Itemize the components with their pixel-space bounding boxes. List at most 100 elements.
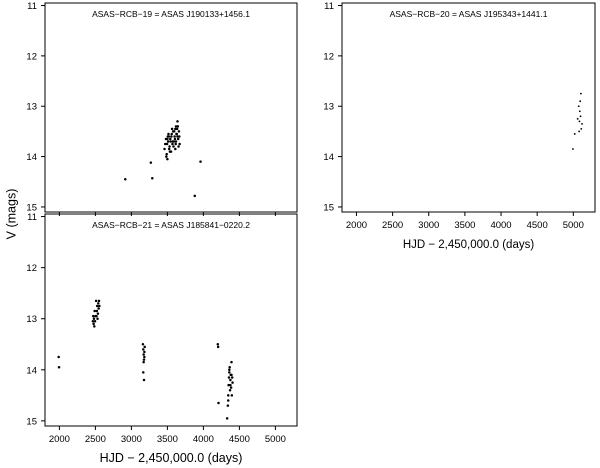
data-point bbox=[97, 307, 100, 310]
data-point bbox=[93, 325, 96, 328]
x-tick-label: 2500 bbox=[382, 220, 403, 231]
data-point bbox=[151, 177, 154, 180]
y-tick-label: 11 bbox=[27, 1, 37, 12]
data-point bbox=[142, 360, 145, 364]
data-point bbox=[143, 345, 146, 349]
panel-title: ASAS−RCB−21 = ASAS J185841−0220.2 bbox=[92, 220, 250, 230]
x-tick-label: 4500 bbox=[229, 434, 250, 445]
data-point bbox=[176, 125, 180, 128]
data-point bbox=[57, 366, 61, 369]
data-point bbox=[228, 368, 231, 372]
data-point bbox=[170, 127, 174, 131]
data-point bbox=[91, 320, 95, 323]
data-point bbox=[141, 343, 145, 346]
data-point bbox=[228, 371, 231, 374]
x-axis: 2000 2500 3000 3500 4000 4500 5000 bbox=[49, 426, 286, 445]
y-tick-label: 13 bbox=[26, 102, 37, 113]
data-point bbox=[175, 127, 179, 131]
data-point bbox=[170, 135, 173, 138]
data-point bbox=[226, 404, 230, 407]
data-point bbox=[163, 142, 167, 146]
data-point bbox=[231, 381, 234, 384]
data-point bbox=[229, 383, 232, 387]
data-point bbox=[177, 130, 181, 133]
data-point bbox=[216, 345, 220, 349]
data-point bbox=[174, 140, 178, 143]
y-tick-label: 14 bbox=[26, 152, 37, 163]
data-point bbox=[142, 348, 145, 351]
data-point bbox=[149, 161, 153, 164]
plot-frame bbox=[44, 2, 298, 213]
x-axis-title: HJD − 2,450,000.0 (days) bbox=[403, 239, 535, 251]
data-point bbox=[176, 120, 179, 123]
plot-frame bbox=[341, 2, 596, 213]
data-point bbox=[142, 358, 146, 361]
data-point bbox=[572, 148, 574, 150]
data-point bbox=[228, 388, 232, 392]
data-point bbox=[170, 132, 173, 136]
x-tick-label: 5000 bbox=[563, 220, 584, 231]
data-point bbox=[92, 317, 96, 320]
data-point bbox=[165, 152, 168, 156]
data-point bbox=[573, 133, 576, 135]
data-point bbox=[579, 115, 582, 118]
data-point bbox=[167, 147, 171, 151]
data-point bbox=[174, 127, 177, 131]
data-point bbox=[166, 137, 169, 141]
panel-title: ASAS−RCB−20 = ASAS J195343+1441.1 bbox=[390, 9, 548, 19]
data-point bbox=[124, 178, 127, 181]
data-point bbox=[171, 142, 174, 146]
data-point bbox=[96, 312, 100, 315]
y-axis: 11 12 13 14 15 bbox=[26, 1, 45, 213]
y-tick-label: 15 bbox=[323, 202, 334, 213]
data-point bbox=[142, 371, 145, 374]
data-point bbox=[95, 314, 98, 318]
x-tick-label: 2000 bbox=[49, 434, 70, 445]
data-point bbox=[581, 122, 583, 125]
data-point bbox=[227, 376, 231, 379]
data-point bbox=[176, 137, 180, 141]
data-point bbox=[177, 145, 180, 148]
data-point bbox=[580, 128, 583, 130]
x-axis: 2000 2500 3000 3500 4000 4500 5000 bbox=[346, 212, 584, 231]
panel-asas-rcb-20: ASAS−RCB−20 = ASAS J195343+1441.1 11 12 13… bbox=[323, 1, 596, 251]
data-point bbox=[173, 137, 177, 141]
data-point bbox=[230, 373, 233, 377]
x-tick-label: 3000 bbox=[121, 434, 142, 445]
data-point bbox=[227, 383, 230, 387]
data-point bbox=[165, 155, 168, 158]
data-point bbox=[578, 120, 581, 123]
x-tick-label: 3500 bbox=[157, 434, 178, 445]
x-tick-label: 3000 bbox=[418, 220, 439, 231]
data-point bbox=[216, 343, 220, 346]
y-axis-title: V (mags) bbox=[4, 189, 18, 240]
data-point bbox=[166, 157, 169, 161]
data-point bbox=[95, 309, 99, 313]
data-point bbox=[229, 386, 233, 389]
x-tick-label: 4000 bbox=[490, 220, 511, 231]
data-point bbox=[96, 317, 99, 320]
y-tick-label: 11 bbox=[324, 1, 334, 12]
data-point bbox=[143, 355, 146, 359]
data-point bbox=[93, 320, 97, 323]
y-tick-label: 12 bbox=[26, 51, 37, 62]
data-point bbox=[178, 142, 181, 146]
data-point bbox=[167, 132, 170, 136]
data-point bbox=[175, 132, 178, 136]
y-tick-label: 12 bbox=[26, 263, 37, 274]
data-point bbox=[168, 145, 171, 148]
y-tick-label: 15 bbox=[26, 416, 37, 427]
y-tick-label: 13 bbox=[26, 314, 37, 325]
data-point bbox=[169, 137, 172, 141]
x-tick-label: 5000 bbox=[265, 434, 286, 445]
data-point bbox=[178, 135, 181, 138]
data-point bbox=[576, 117, 579, 120]
data-point bbox=[217, 401, 220, 405]
panel-asas-rcb-19: ASAS−RCB−19 = ASAS J190133+1456.1 11 12 13… bbox=[26, 1, 298, 216]
x-axis-title: HJD − 2,450,000.0 (days) bbox=[100, 451, 243, 465]
data-point bbox=[93, 309, 96, 313]
data-point bbox=[174, 125, 178, 128]
data-point bbox=[98, 304, 101, 308]
panel-title: ASAS−RCB−19 = ASAS J190133+1456.1 bbox=[92, 9, 250, 19]
data-point bbox=[166, 135, 170, 138]
